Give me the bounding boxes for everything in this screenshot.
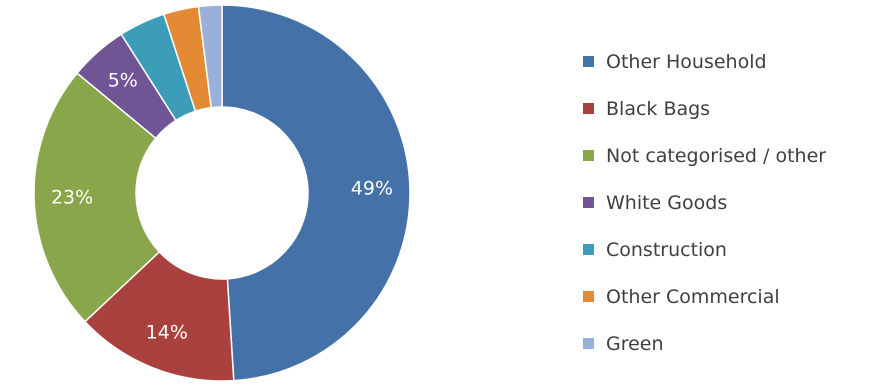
legend-swatch: [583, 56, 594, 67]
legend-entry-other-commercial: Other Commercial: [583, 273, 879, 320]
donut-slices: [33, 4, 411, 382]
slice-not-categorised-other: [33, 72, 161, 323]
legend-label: Green: [606, 332, 664, 355]
legend-entry-white-goods: White Goods: [583, 179, 879, 226]
legend-entry-not-categorised: Not categorised / other: [583, 132, 879, 179]
legend-entry-green: Green: [583, 320, 879, 367]
data-label-white-goods: 5%: [108, 69, 138, 91]
legend-swatch: [583, 244, 594, 255]
legend-label: Other Commercial: [606, 285, 780, 308]
slice-other-household: [221, 4, 411, 382]
legend-entry-other-household: Other Household: [583, 38, 879, 85]
legend-label: White Goods: [606, 191, 728, 214]
data-label-not-categorised-other: 23%: [51, 187, 93, 209]
legend-swatch: [583, 150, 594, 161]
legend-swatch: [583, 291, 594, 302]
slice-green: [197, 4, 223, 109]
legend-label: Construction: [606, 238, 727, 261]
legend-swatch: [583, 103, 594, 114]
data-label-other-household: 49%: [351, 177, 393, 199]
chart-legend: Other Household Black Bags Not categoris…: [583, 38, 879, 367]
legend-label: Black Bags: [606, 97, 711, 120]
legend-label: Other Household: [606, 50, 767, 73]
slice-black-bags: [83, 250, 235, 382]
legend-swatch: [583, 197, 594, 208]
legend-entry-construction: Construction: [583, 226, 879, 273]
legend-label: Not categorised / other: [606, 144, 827, 167]
data-label-black-bags: 14%: [146, 321, 188, 343]
donut-data-labels: 49% 14% 23% 5%: [51, 69, 393, 343]
legend-entry-black-bags: Black Bags: [583, 85, 879, 132]
legend-swatch: [583, 338, 594, 349]
